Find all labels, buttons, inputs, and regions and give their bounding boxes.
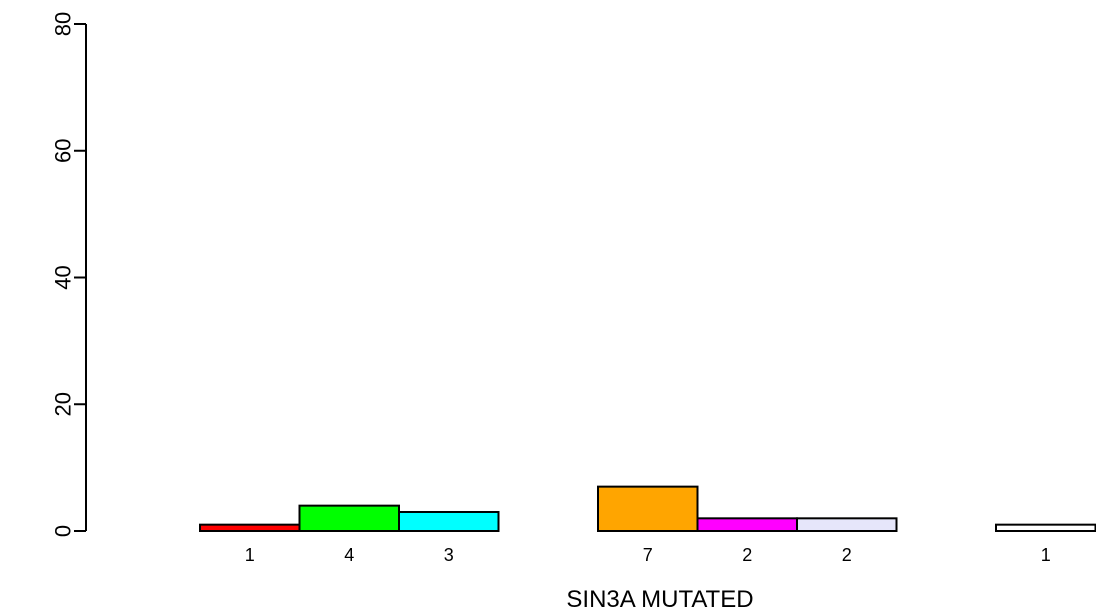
bars	[199, 485, 1096, 533]
y-tick-label: 60	[51, 139, 76, 163]
bar	[995, 523, 1096, 532]
bar	[796, 517, 898, 533]
y-axis: 0 20 40 60 80	[51, 12, 87, 537]
bar	[696, 517, 798, 533]
y-tick-label: 80	[51, 12, 76, 36]
bar-value-label: 1	[1041, 545, 1051, 565]
y-tick-label: 0	[51, 525, 76, 537]
bar	[199, 523, 301, 532]
bar-value-label: 2	[842, 545, 852, 565]
bar-labels: 1 4 3 7 2 2 1	[245, 545, 1051, 565]
bar-value-label: 2	[742, 545, 752, 565]
bar	[597, 485, 699, 533]
bar	[398, 510, 500, 532]
bar-value-label: 1	[245, 545, 255, 565]
bar	[298, 504, 400, 532]
bar-value-label: 3	[444, 545, 454, 565]
y-tick-label: 40	[51, 265, 76, 289]
x-axis-label: SIN3A MUTATED	[566, 586, 753, 613]
bar-value-label: 4	[344, 545, 354, 565]
bar-value-label: 7	[643, 545, 653, 565]
y-tick-label: 20	[51, 392, 76, 416]
